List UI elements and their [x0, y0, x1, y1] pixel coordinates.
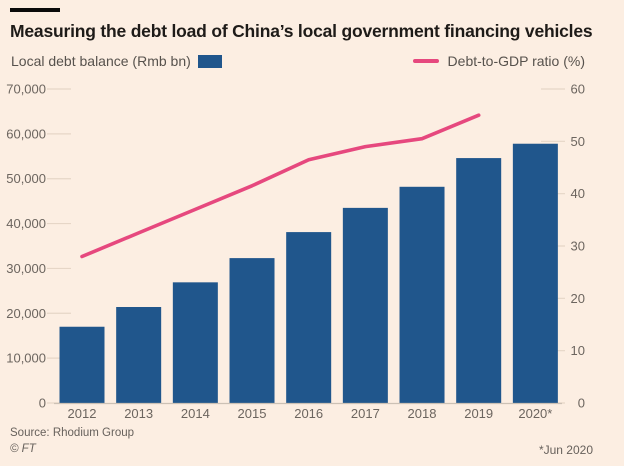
bar-series-swatch — [197, 54, 222, 68]
left-axis-label: 40,000 — [6, 216, 46, 231]
bar-2015 — [229, 258, 275, 403]
right-axis-label: 20 — [571, 291, 585, 306]
line-series-dash-icon — [412, 59, 439, 63]
right-axis-label: 60 — [571, 82, 585, 97]
legend-line-label: Debt-to-GDP ratio (%) — [447, 53, 585, 69]
left-axis-label: 70,000 — [6, 82, 46, 97]
left-axis-label: 50,000 — [6, 171, 46, 186]
bar-2013 — [116, 307, 162, 403]
bar-2020* — [512, 143, 558, 403]
bar-2018 — [399, 186, 445, 403]
right-axis-label: 40 — [571, 186, 585, 201]
legend-bars-label: Local debt balance (Rmb bn) — [11, 53, 191, 69]
ft-copyright: © FT — [10, 443, 36, 455]
legend: Local debt balance (Rmb bn) Debt-to-GDP … — [0, 53, 624, 69]
bar-2012 — [59, 326, 105, 403]
x-axis-label-2012: 2012 — [68, 406, 97, 421]
chart-title: Measuring the debt load of China’s local… — [10, 21, 593, 41]
x-axis-label-2014: 2014 — [181, 406, 210, 421]
right-axis-label: 0 — [578, 396, 585, 411]
left-axis-label: 0 — [39, 396, 46, 411]
legend-item-bars: Local debt balance (Rmb bn) — [11, 53, 222, 69]
left-axis-label: 60,000 — [6, 126, 46, 141]
x-axis-label-2015: 2015 — [238, 406, 267, 421]
bar-2014 — [172, 282, 218, 403]
kicker-bar — [10, 8, 60, 12]
bar-2019 — [456, 158, 502, 403]
left-axis-label: 20,000 — [6, 306, 46, 321]
right-axis-label: 50 — [571, 134, 585, 149]
bar-2017 — [342, 207, 388, 403]
source-label: Source: Rhodium Group — [10, 427, 135, 439]
right-axis-label: 30 — [571, 239, 585, 254]
x-axis-label-2013: 2013 — [124, 406, 153, 421]
x-axis-label-2020: 2020* — [518, 406, 552, 421]
right-axis-label: 10 — [571, 343, 585, 358]
debt-to-gdp-line — [80, 113, 481, 259]
x-axis-label-2018: 2018 — [408, 406, 437, 421]
footnote: *Jun 2020 — [538, 443, 593, 457]
left-axis-label: 10,000 — [6, 351, 46, 366]
legend-item-line: Debt-to-GDP ratio (%) — [412, 53, 585, 69]
left-axis-label: 30,000 — [6, 261, 46, 276]
x-axis-label-2019: 2019 — [464, 406, 493, 421]
x-axis-label-2017: 2017 — [351, 406, 380, 421]
bar-2016 — [286, 232, 332, 403]
x-axis-label-2016: 2016 — [294, 406, 323, 421]
